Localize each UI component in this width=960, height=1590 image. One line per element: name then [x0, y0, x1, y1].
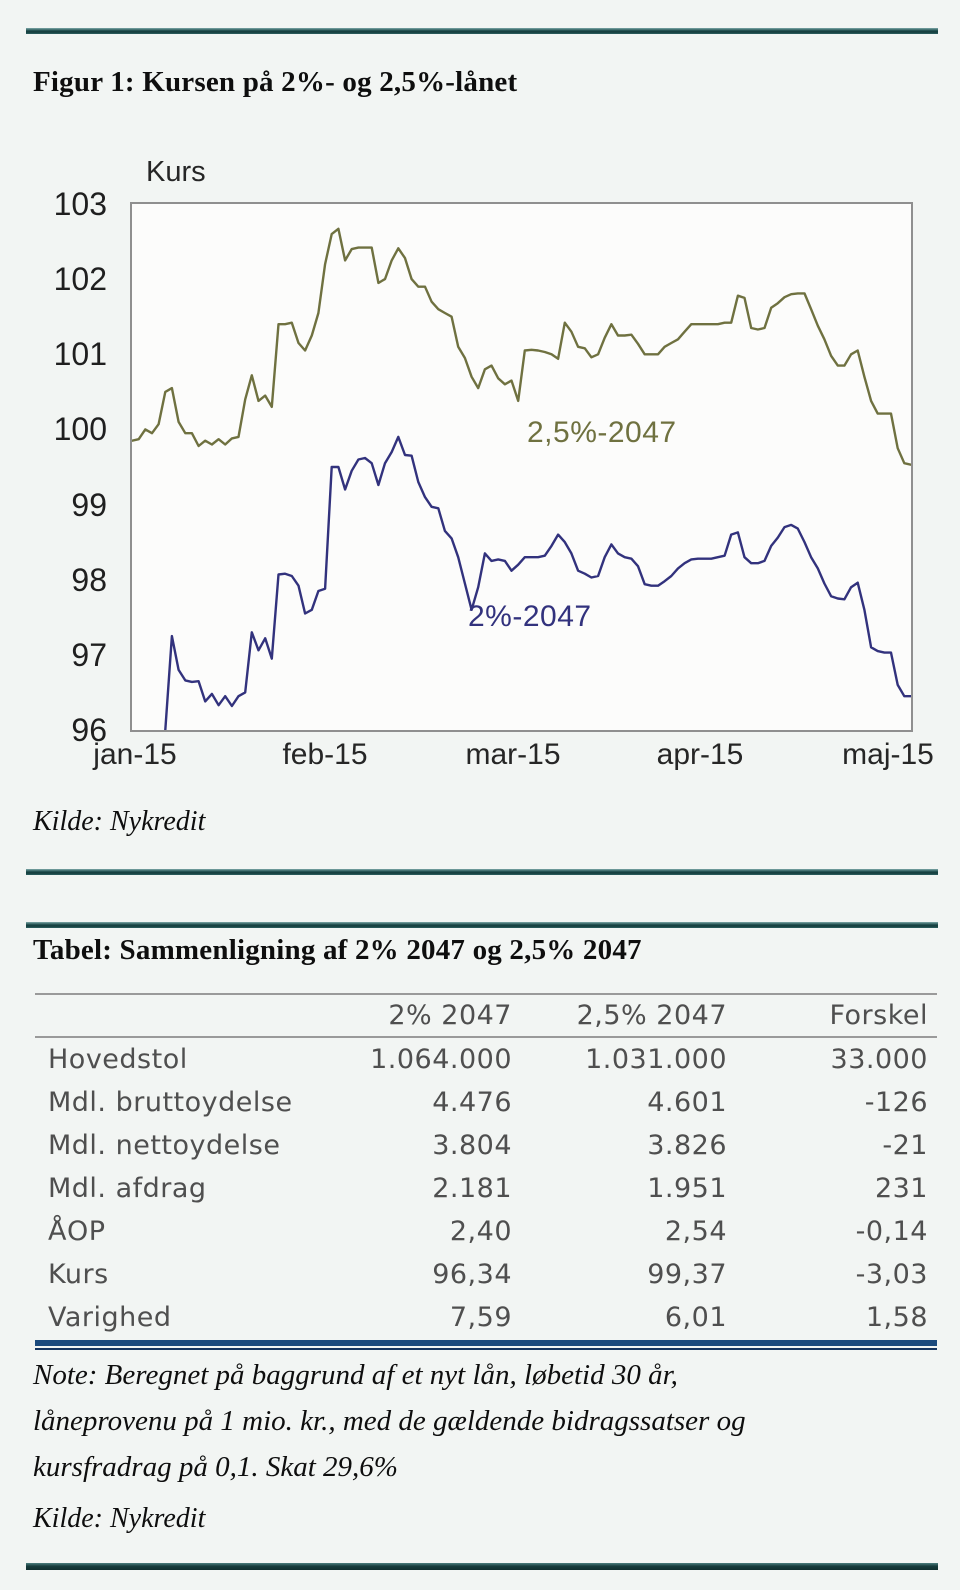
figure-source: Kilde: Nykredit — [33, 806, 206, 837]
y-axis-tick-label: 103 — [53, 186, 107, 222]
y-axis-title: Kurs — [146, 156, 206, 188]
x-axis-tick-label: mar-15 — [465, 738, 561, 771]
y-axis: 103 102 101 100 99 98 97 96 — [28, 188, 107, 746]
value-cell: 7,59 — [449, 1302, 512, 1333]
column-header-forskel: Forskel — [829, 1000, 928, 1031]
x-axis-tick-label: apr-15 — [656, 738, 744, 771]
value-cell: 33.000 — [830, 1044, 928, 1075]
table-row: Varighed 7,59 6,01 1,58 — [35, 1296, 937, 1339]
table-row: Mdl. afdrag 2.181 1.951 231 — [35, 1167, 937, 1210]
row-label-cell: Mdl. nettoydelse — [48, 1130, 281, 1161]
value-cell: -21 — [882, 1130, 928, 1161]
y-axis-tick-label: 102 — [53, 261, 107, 298]
row-label-cell: Mdl. bruttoydelse — [48, 1087, 293, 1118]
table-row: Hovedstol 1.064.000 1.031.000 33.000 — [35, 1038, 937, 1081]
figure-title: Figur 1: Kursen på 2%- og 2,5%-lånet — [33, 66, 518, 98]
value-cell: 3.826 — [647, 1130, 727, 1161]
row-label-cell: Kurs — [48, 1259, 109, 1290]
value-cell: 1,58 — [865, 1302, 928, 1333]
note-line: låneprovenu på 1 mio. kr., med de gælden… — [33, 1405, 746, 1437]
value-cell: -3,03 — [855, 1259, 928, 1290]
value-cell: 99,37 — [647, 1259, 727, 1290]
value-cell: 231 — [874, 1173, 928, 1204]
y-axis-tick-label: 96 — [71, 712, 107, 748]
x-axis-tick-label: maj-15 — [842, 738, 934, 771]
value-cell: 6,01 — [664, 1302, 727, 1333]
table-body: Hovedstol 1.064.000 1.031.000 33.000 Mdl. br… — [35, 1038, 937, 1339]
row-label-cell: Mdl. afdrag — [48, 1173, 207, 1204]
figure-end-rule — [26, 869, 938, 875]
column-header-2-5pct: 2,5% 2047 — [576, 1000, 727, 1031]
price-chart: Kurs 103 102 101 100 99 98 97 96 2,5%-2047 2%-2… — [0, 150, 960, 790]
table-header-row: 2% 2047 2,5% 2047 Forskel — [35, 995, 937, 1036]
value-cell: 1.064.000 — [370, 1044, 512, 1075]
plot-area — [130, 202, 913, 732]
note-line: kursfradrag på 0,1. Skat 29,6% — [33, 1451, 398, 1483]
table-start-rule — [26, 922, 938, 928]
x-axis-tick-label: jan-15 — [93, 738, 177, 771]
table-row: Mdl. bruttoydelse 4.476 4.601 -126 — [35, 1081, 937, 1124]
value-cell: 4.476 — [432, 1087, 512, 1118]
note-line: Note: Beregnet på baggrund af et nyt lån… — [33, 1359, 678, 1391]
value-cell: 96,34 — [432, 1259, 512, 1290]
table-note: Note: Beregnet på baggrund af et nyt lån… — [33, 1352, 933, 1490]
value-cell: 4.601 — [647, 1087, 727, 1118]
table-bottom-rule-thin — [35, 1348, 937, 1350]
series-label-2pct-2047: 2%-2047 — [468, 600, 592, 633]
column-header-2pct: 2% 2047 — [388, 1000, 512, 1031]
table-header-rule — [35, 1036, 937, 1038]
series-line-2-5pct-2047 — [132, 227, 911, 466]
value-cell: 3.804 — [432, 1130, 512, 1161]
value-cell: 1.951 — [647, 1173, 727, 1204]
y-axis-tick-label: 99 — [71, 486, 107, 523]
value-cell: 2.181 — [432, 1173, 512, 1204]
y-axis-tick-label: 101 — [53, 336, 107, 373]
y-axis-tick-label: 100 — [53, 411, 107, 448]
series-label-2-5pct-2047: 2,5%-2047 — [527, 416, 677, 449]
x-axis-tick-label: feb-15 — [282, 738, 368, 771]
table-row: Kurs 96,34 99,37 -3,03 — [35, 1253, 937, 1296]
row-label-cell: Hovedstol — [48, 1044, 188, 1075]
row-label-cell: ÅOP — [48, 1216, 106, 1247]
table-source: Kilde: Nykredit — [33, 1503, 206, 1534]
table-row: Mdl. nettoydelse 3.804 3.826 -21 — [35, 1124, 937, 1167]
series-line-2pct-2047 — [164, 435, 911, 730]
y-axis-tick-label: 98 — [71, 561, 107, 598]
row-label-cell: Varighed — [48, 1302, 172, 1333]
value-cell: 2,40 — [449, 1216, 512, 1247]
top-divider-rule — [26, 28, 938, 34]
y-axis-tick-label: 97 — [71, 636, 107, 673]
value-cell: 2,54 — [664, 1216, 727, 1247]
value-cell: -126 — [864, 1087, 928, 1118]
table-top-rule — [35, 993, 937, 995]
comparison-table: 2% 2047 2,5% 2047 Forskel Hovedstol 1.064… — [35, 993, 937, 1350]
table-bottom-rule-thick — [35, 1340, 937, 1346]
value-cell: 1.031.000 — [585, 1044, 727, 1075]
table-row: ÅOP 2,40 2,54 -0,14 — [35, 1210, 937, 1253]
table-title: Tabel: Sammenligning af 2% 2047 og 2,5% … — [33, 934, 642, 966]
value-cell: -0,14 — [855, 1216, 928, 1247]
chart-lines — [132, 227, 911, 730]
bottom-divider-rule — [26, 1563, 938, 1570]
